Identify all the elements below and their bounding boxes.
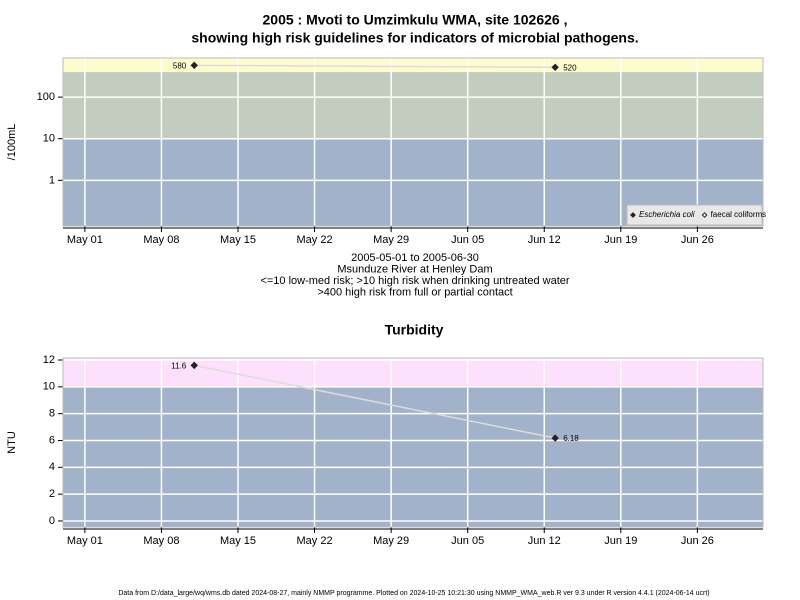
- risk-band: [63, 386, 763, 527]
- x-tick-label: May 01: [67, 535, 103, 547]
- data-point: [551, 63, 559, 72]
- x-tick-label: Jun 05: [451, 234, 484, 246]
- data-point: [551, 434, 559, 442]
- y-tick-label: 0: [49, 515, 55, 527]
- data-point: [190, 61, 198, 70]
- y-tick-label: 10: [43, 381, 55, 393]
- x-tick-label: May 08: [143, 234, 179, 246]
- series-line: [194, 64, 556, 69]
- legend-label: Escherichia coli: [639, 210, 695, 219]
- legend-marker: [701, 212, 708, 218]
- data-label: 580: [173, 61, 187, 70]
- x-tick-label: May 22: [297, 535, 333, 547]
- x-tick-label: Jun 12: [528, 535, 561, 547]
- chart-note: 2005-05-01 to 2005-06-30: [351, 252, 479, 264]
- x-tick-label: May 22: [297, 234, 333, 246]
- x-tick-label: May 29: [373, 234, 409, 246]
- x-tick-label: May 08: [143, 535, 179, 547]
- legend-label: faecal coliforms: [711, 210, 767, 219]
- y-tick-label: 8: [49, 408, 55, 420]
- x-tick-label: May 29: [373, 535, 409, 547]
- data-label: 6.18: [563, 434, 579, 443]
- chart-subtitle: showing high risk guidelines for indicat…: [191, 30, 638, 46]
- data-label: 520: [563, 63, 577, 72]
- data-point: [190, 361, 198, 370]
- risk-band: [63, 72, 763, 139]
- y-tick-label: 10: [43, 133, 55, 145]
- plot-frame: [62, 57, 764, 227]
- footer: Data from D:/data_large/wq/wms.db dated …: [118, 590, 709, 597]
- chart-title: Turbidity: [385, 322, 444, 338]
- risk-band: [63, 58, 763, 73]
- x-tick-label: May 15: [220, 535, 256, 547]
- x-tick-label: May 01: [67, 234, 103, 246]
- y-tick-label: 4: [49, 461, 55, 473]
- legend-box: [626, 204, 763, 226]
- series-line: [194, 364, 556, 439]
- y-tick-label: 100: [37, 91, 55, 103]
- x-tick-label: May 15: [220, 234, 256, 246]
- risk-band: [63, 358, 763, 387]
- chart-title: 2005 : Mvoti to Umzimkulu WMA, site 1026…: [263, 12, 568, 28]
- x-tick-label: Jun 19: [604, 234, 637, 246]
- y-tick-label: 12: [43, 354, 55, 366]
- x-tick-label: Jun 12: [528, 234, 561, 246]
- chart-note: <=10 low-med risk; >10 high risk when dr…: [260, 275, 569, 287]
- y-tick-label: 1: [49, 174, 55, 186]
- y-axis-label: NTU: [6, 431, 18, 454]
- y-tick-label: 2: [49, 488, 55, 500]
- chart-note: >400 high risk from full or partial cont…: [317, 286, 512, 298]
- chart-note: Msunduze River at Henley Dam: [337, 263, 492, 275]
- legend-marker: [630, 212, 636, 218]
- x-tick-label: Jun 26: [681, 535, 714, 547]
- y-tick-label: 6: [49, 434, 55, 446]
- x-tick-label: Jun 05: [451, 535, 484, 547]
- data-label: 11.6: [171, 361, 187, 370]
- x-tick-label: Jun 19: [604, 535, 637, 547]
- x-tick-label: Jun 26: [681, 234, 714, 246]
- y-axis-label: /100mL: [6, 124, 18, 161]
- plot-frame: [62, 357, 764, 528]
